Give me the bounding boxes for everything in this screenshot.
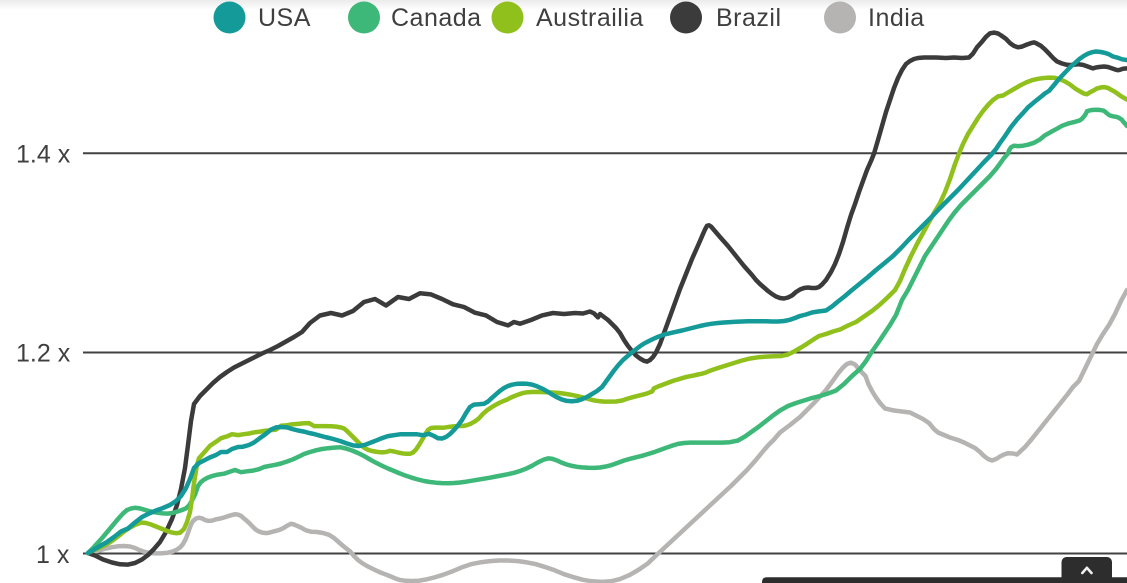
svg-text:1.4 x: 1.4 x xyxy=(16,141,71,169)
svg-text:1.2 x: 1.2 x xyxy=(16,340,71,368)
svg-text:India: India xyxy=(868,4,925,32)
svg-text:Brazil: Brazil xyxy=(716,4,782,32)
svg-text:Canada: Canada xyxy=(391,4,482,32)
svg-text:Austrailia: Austrailia xyxy=(536,4,644,32)
svg-text:USA: USA xyxy=(258,4,311,32)
svg-text:1 x: 1 x xyxy=(36,541,70,569)
